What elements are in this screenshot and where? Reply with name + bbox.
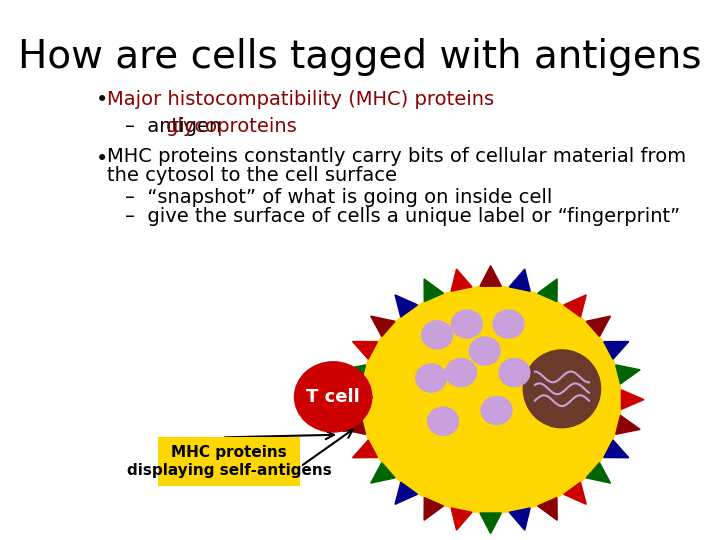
- Text: the cytosol to the cell surface: the cytosol to the cell surface: [107, 166, 397, 185]
- Text: MHC proteins constantly carry bits of cellular material from: MHC proteins constantly carry bits of ce…: [107, 147, 686, 166]
- Polygon shape: [509, 508, 530, 530]
- Polygon shape: [337, 390, 360, 409]
- FancyBboxPatch shape: [158, 437, 300, 486]
- Polygon shape: [341, 415, 366, 434]
- Polygon shape: [621, 390, 644, 409]
- Polygon shape: [451, 269, 472, 291]
- Polygon shape: [395, 295, 418, 317]
- Ellipse shape: [523, 350, 600, 428]
- Ellipse shape: [493, 310, 524, 338]
- Text: –  antigen: – antigen: [125, 117, 228, 137]
- Polygon shape: [480, 266, 501, 286]
- Polygon shape: [604, 341, 629, 359]
- Polygon shape: [451, 508, 472, 530]
- Polygon shape: [616, 365, 640, 384]
- Polygon shape: [424, 279, 444, 302]
- Text: –  give the surface of cells a unique label or “fingerprint”: – give the surface of cells a unique lab…: [125, 206, 680, 226]
- Polygon shape: [353, 440, 377, 458]
- Polygon shape: [586, 463, 611, 483]
- Text: –  “snapshot” of what is going on inside cell: – “snapshot” of what is going on inside …: [125, 187, 552, 207]
- Polygon shape: [371, 316, 395, 336]
- Polygon shape: [564, 482, 586, 504]
- Polygon shape: [538, 279, 557, 302]
- Polygon shape: [586, 316, 611, 336]
- Ellipse shape: [415, 364, 446, 392]
- Polygon shape: [538, 497, 557, 520]
- Polygon shape: [371, 463, 395, 483]
- Polygon shape: [509, 269, 530, 291]
- Polygon shape: [480, 513, 501, 534]
- Text: glycoproteins: glycoproteins: [166, 117, 297, 137]
- Text: T cell: T cell: [306, 388, 360, 406]
- Ellipse shape: [428, 407, 459, 435]
- Polygon shape: [604, 440, 629, 458]
- Ellipse shape: [360, 286, 621, 513]
- Ellipse shape: [451, 310, 482, 338]
- Text: Major histocompatibility (MHC) proteins: Major histocompatibility (MHC) proteins: [107, 90, 495, 110]
- Ellipse shape: [469, 337, 500, 365]
- Polygon shape: [424, 497, 444, 520]
- Text: How are cells tagged with antigens: How are cells tagged with antigens: [18, 38, 701, 76]
- Ellipse shape: [499, 359, 530, 387]
- Polygon shape: [564, 295, 586, 317]
- Polygon shape: [353, 341, 377, 359]
- Ellipse shape: [481, 396, 512, 424]
- Polygon shape: [341, 365, 366, 384]
- Polygon shape: [395, 482, 418, 504]
- Text: •: •: [96, 149, 108, 170]
- Text: •: •: [96, 90, 108, 110]
- Circle shape: [294, 362, 372, 432]
- Ellipse shape: [422, 321, 453, 349]
- Text: MHC proteins
displaying self-antigens: MHC proteins displaying self-antigens: [127, 446, 331, 478]
- Ellipse shape: [446, 359, 477, 387]
- Polygon shape: [616, 415, 640, 434]
